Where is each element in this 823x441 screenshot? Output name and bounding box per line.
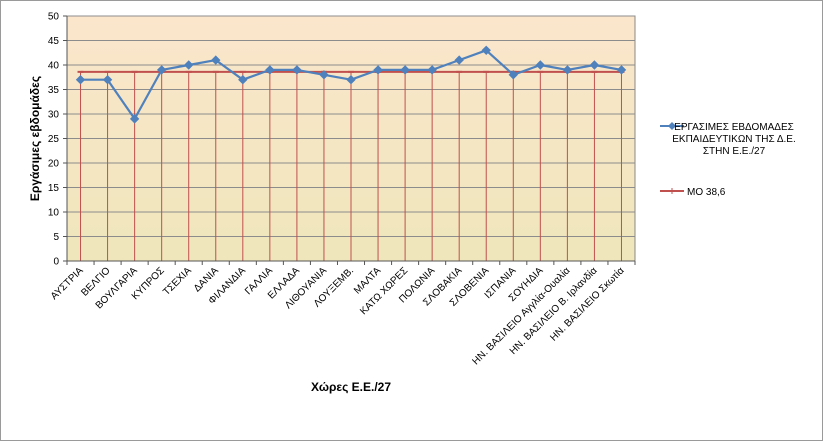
data-point-diamond — [427, 65, 437, 75]
x-axis-title: Χώρες Ε.Ε./27 — [311, 380, 391, 394]
legend-label-weeks: ΣΤΗΝ Ε.Ε./27 — [703, 146, 766, 157]
data-point-diamond — [589, 60, 600, 70]
x-tick-label: ΑΥΣΤΡΙΑ — [49, 265, 86, 302]
data-point-diamond — [129, 114, 140, 124]
series-layer — [75, 45, 627, 124]
data-point-diamond — [156, 65, 167, 75]
y-tick-label: 45 — [48, 36, 60, 47]
x-tick-label: ΗΝ. ΒΑΣΙΛΕΙΟ Αγγλία-Ουαλία — [470, 264, 573, 367]
x-tick-labels: ΑΥΣΤΡΙΑΒΕΛΓΙΟΒΟΥΛΓΑΡΙΑΚΥΠΡΟΣΤΣΕΧΙΑΔΑΝΙΑΦ… — [49, 264, 627, 367]
data-point-diamond — [454, 55, 464, 65]
y-tick-label: 50 — [48, 12, 60, 23]
legend-label-average: ΜΟ 38,6 — [687, 187, 726, 198]
data-point-diamond — [265, 65, 275, 75]
axes — [63, 15, 636, 265]
data-point-diamond — [562, 65, 573, 75]
data-point-diamond — [75, 74, 86, 85]
data-point-diamond — [319, 70, 329, 80]
legend-label-weeks: ΕΡΓΑΣΙΜΕΣ ΕΒΔΟΜΑΔΕΣ — [674, 122, 794, 133]
y-tick-label: 25 — [48, 134, 60, 145]
y-tick-label: 10 — [48, 208, 60, 219]
data-point-diamond — [616, 65, 627, 75]
data-point-diamond — [373, 65, 383, 75]
data-point-diamond — [211, 55, 221, 65]
data-point-diamond — [292, 65, 302, 75]
data-point-diamond — [508, 70, 518, 80]
y-tick-labels: 0 5 10 15 20 25 30 35 40 45 50 — [48, 12, 60, 268]
legend-label-weeks: ΕΚΠΑΙΔΕΥΤΙΚΩΝ ΤΗΣ Δ.Ε. — [672, 134, 796, 145]
legend-diamond-icon — [668, 122, 676, 130]
y-tick-label: 35 — [48, 85, 60, 96]
data-point-diamond — [535, 60, 546, 70]
data-point-diamond — [400, 65, 410, 75]
y-tick-label: 30 — [48, 110, 60, 121]
y-tick-label: 5 — [53, 232, 59, 243]
y-tick-label: 40 — [48, 61, 60, 72]
y-tick-label: 0 — [53, 257, 59, 268]
y-axis-title: Εργάσιμες εβδομάδες — [28, 76, 42, 201]
y-tick-label: 20 — [48, 159, 60, 170]
drop-lines — [80, 71, 622, 261]
data-point-diamond — [346, 74, 356, 85]
data-point-diamond — [184, 60, 194, 70]
y-tick-label: 15 — [48, 183, 60, 194]
data-point-diamond — [481, 45, 491, 56]
data-point-diamond — [102, 74, 113, 85]
x-tick-label: ΤΣΕΧΙΑ — [161, 265, 194, 298]
data-point-diamond — [238, 74, 248, 85]
